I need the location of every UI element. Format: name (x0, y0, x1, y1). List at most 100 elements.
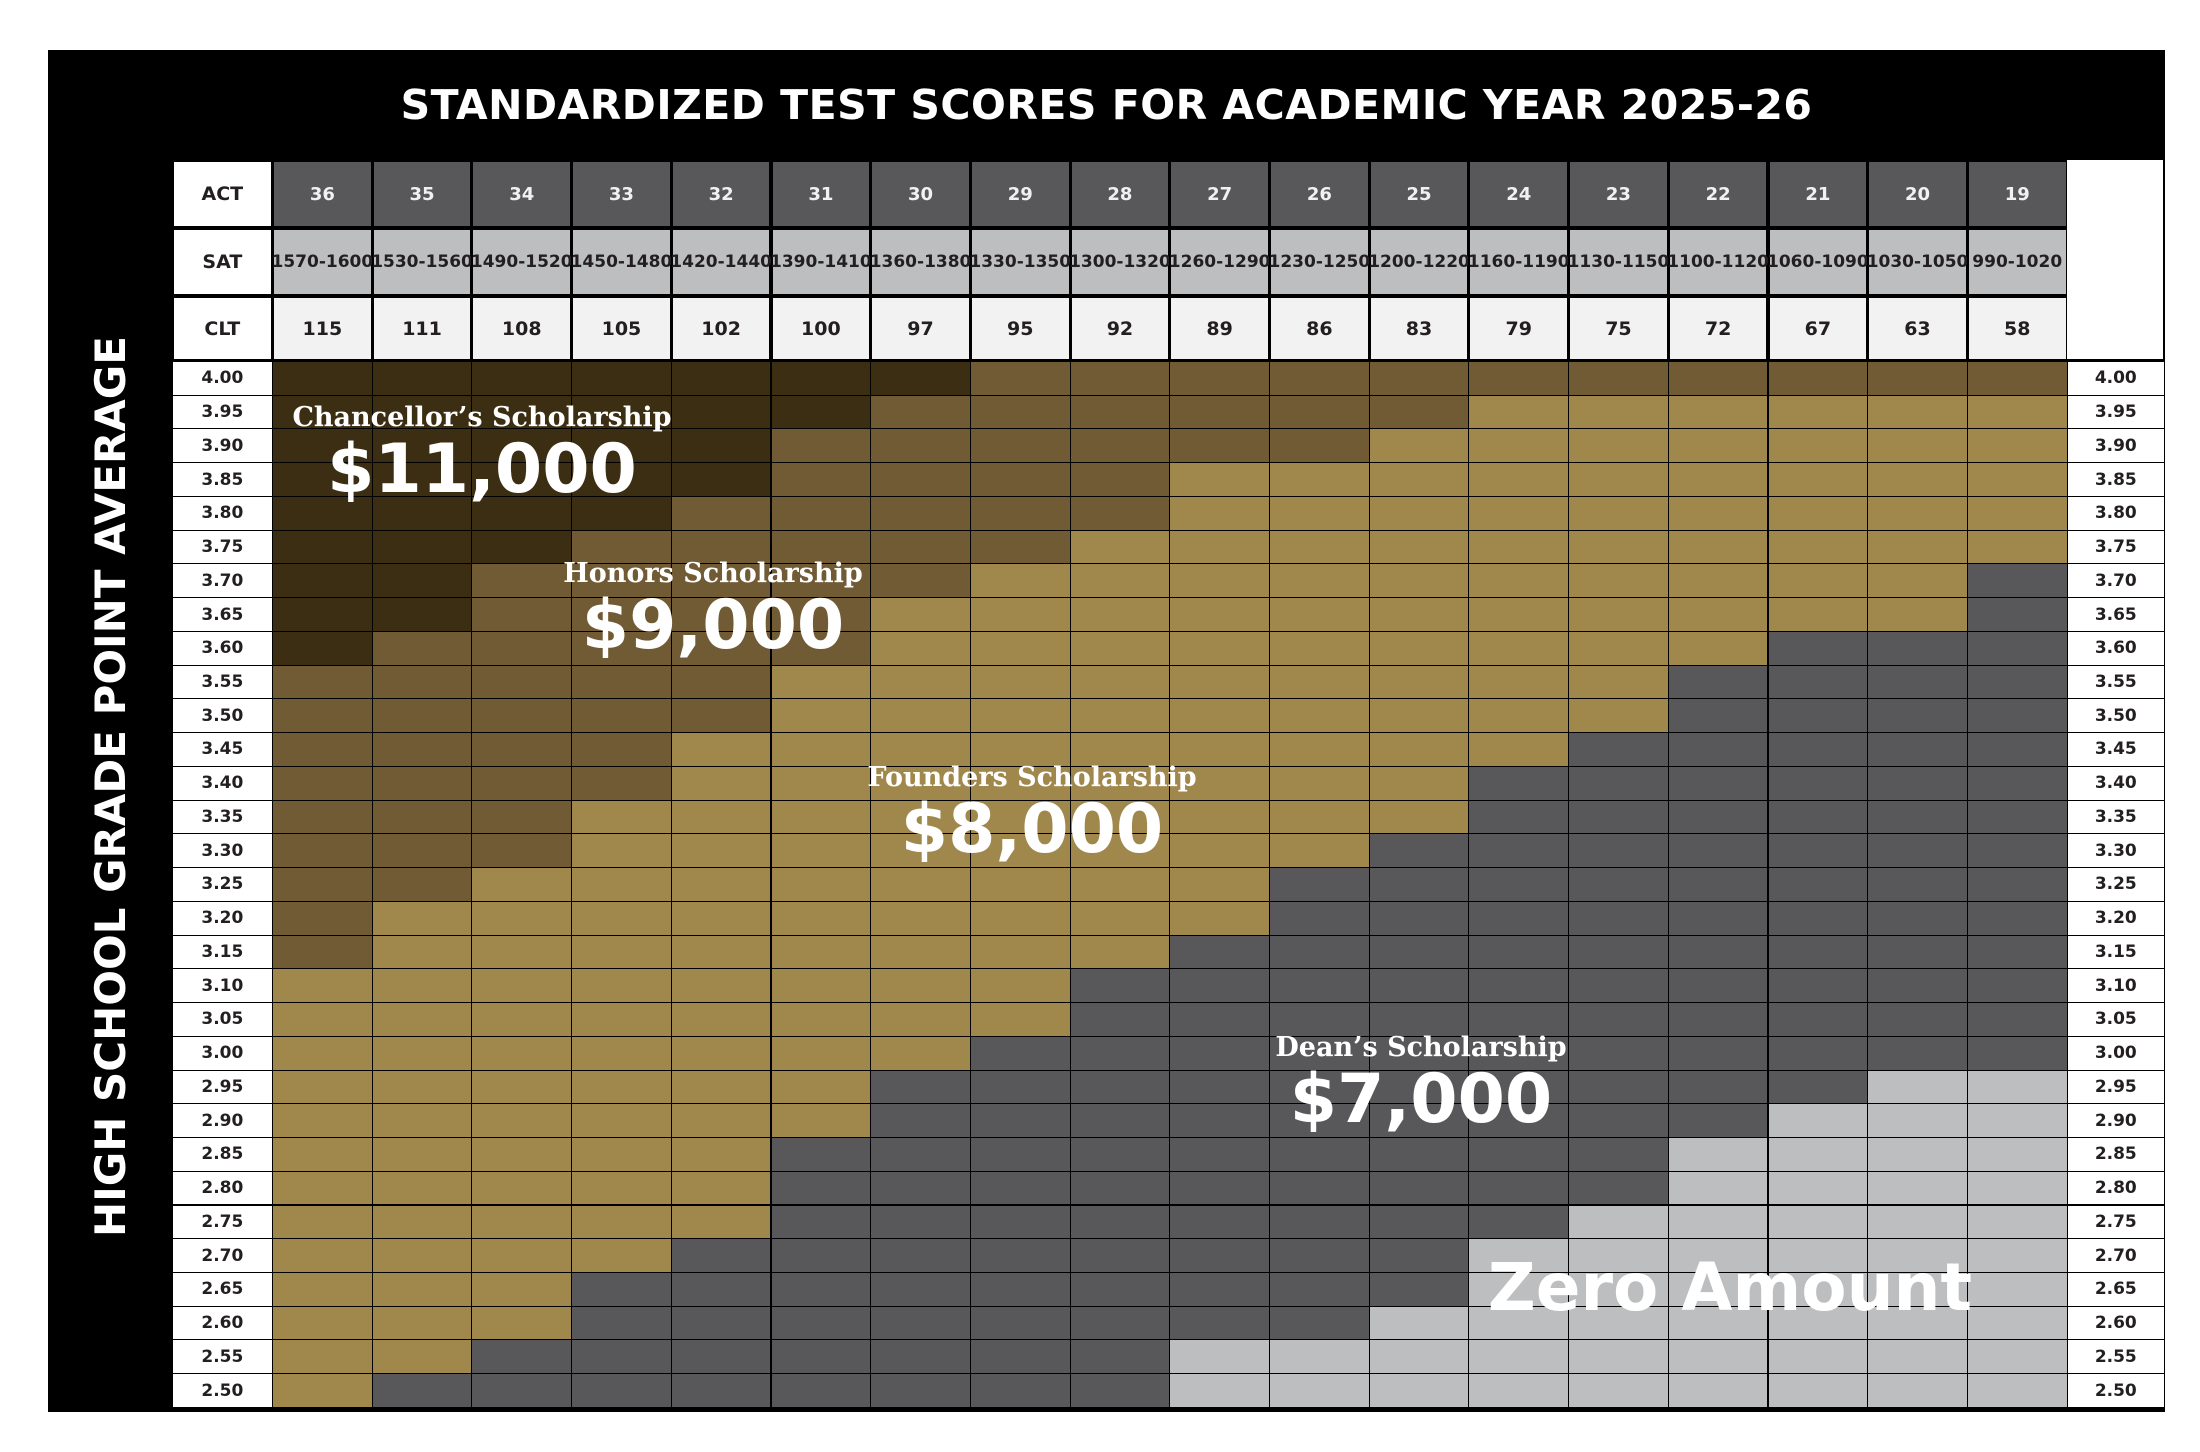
heatmap-cell (471, 1238, 573, 1273)
heatmap-cell (1468, 968, 1570, 1004)
heatmap-cell (1169, 1305, 1270, 1341)
heatmap-cell (1069, 698, 1171, 734)
gpa-label-left: 3.30 (172, 833, 273, 869)
heatmap-cell (371, 529, 473, 565)
heatmap-cell (870, 563, 971, 599)
heatmap-cell (371, 1271, 473, 1307)
gpa-label-right: 2.80 (2066, 1170, 2165, 1206)
heatmap-cell (371, 1305, 473, 1341)
heatmap-cell (870, 934, 971, 970)
heatmap-cell (1867, 1069, 1968, 1105)
heatmap-cell (1468, 664, 1570, 700)
heatmap-cell (371, 630, 473, 666)
heatmap-cell (1568, 799, 1669, 835)
clt-score: 89 (1169, 296, 1270, 361)
heatmap-cell (371, 1103, 473, 1138)
sat-range-end: 1190 (1522, 251, 1570, 272)
heatmap-cell (571, 1170, 672, 1206)
heatmap-cell (1468, 1305, 1570, 1341)
heatmap-cell (870, 1137, 971, 1172)
heatmap-cell (969, 1305, 1071, 1341)
heatmap-cell (1269, 1103, 1370, 1138)
heatmap-cell (1169, 630, 1270, 666)
sat-range-start: 1200- (1368, 251, 1423, 272)
gpa-label-right: 2.85 (2066, 1137, 2165, 1172)
heatmap-cell (870, 1204, 971, 1240)
heatmap-cell (571, 529, 672, 565)
heatmap-cell (1568, 900, 1669, 936)
sat-range: 1300- 1320 (1069, 228, 1171, 296)
gpa-label-right: 3.15 (2066, 934, 2165, 970)
heatmap-cell (1568, 361, 1669, 396)
sat-range-start: 1060- (1767, 251, 1822, 272)
heatmap-cell (272, 1339, 373, 1375)
heatmap-cell (1169, 833, 1270, 869)
heatmap-cell (471, 968, 573, 1004)
heatmap-cell (1966, 1170, 2068, 1206)
heatmap-cell (1767, 867, 1869, 902)
heatmap-cell (1269, 1238, 1370, 1273)
heatmap-cell (870, 428, 971, 464)
heatmap-cell (1468, 867, 1570, 902)
heatmap-cell (272, 495, 373, 531)
heatmap-cell (1667, 833, 1769, 869)
heatmap-cell (969, 1204, 1071, 1240)
heatmap-cell (471, 428, 573, 464)
gpa-label-right: 3.40 (2066, 765, 2165, 801)
heatmap-cell (471, 529, 573, 565)
heatmap-cell (1468, 1373, 1570, 1408)
heatmap-cell (471, 698, 573, 734)
heatmap-cell (1867, 765, 1968, 801)
heatmap-cell (1867, 1271, 1968, 1307)
heatmap-cell (1867, 1103, 1968, 1138)
heatmap-cell (272, 597, 373, 632)
heatmap-cell (670, 597, 772, 632)
gpa-label-right: 3.35 (2066, 799, 2165, 835)
heatmap-cell (471, 394, 573, 430)
heatmap-cell (272, 799, 373, 835)
heatmap-cell (272, 765, 373, 801)
heatmap-cell (1269, 900, 1370, 936)
gpa-label-left: 3.15 (172, 934, 273, 970)
act-score: 19 (1966, 160, 2068, 228)
clt-score: 63 (1867, 296, 1968, 361)
heatmap-cell (670, 462, 772, 497)
heatmap-cell (1368, 495, 1470, 531)
sat-range-end: 1220 (1422, 251, 1470, 272)
gpa-label-left: 3.90 (172, 428, 273, 464)
sat-range: 1390- 1410 (770, 228, 872, 296)
clt-score: 97 (870, 296, 971, 361)
clt-score: 111 (371, 296, 473, 361)
heatmap-cell (1269, 529, 1370, 565)
heatmap-cell (1269, 630, 1370, 666)
heatmap-cell (1767, 1137, 1869, 1172)
gpa-label-left: 3.35 (172, 799, 273, 835)
heatmap-cell (371, 900, 473, 936)
act-score: 25 (1368, 160, 1470, 228)
heatmap-cell (371, 462, 473, 497)
heatmap-cell (969, 1035, 1071, 1071)
heatmap-cell (272, 1305, 373, 1341)
heatmap-cell (969, 833, 1071, 869)
heatmap-cell (1767, 630, 1869, 666)
heatmap-cell (1966, 765, 2068, 801)
heatmap-cell (1468, 462, 1570, 497)
heatmap-cell (1667, 732, 1769, 767)
sat-range-start: 990- (1972, 251, 2015, 272)
heatmap-cell (670, 867, 772, 902)
heatmap-cell (1767, 1103, 1869, 1138)
heatmap-cell (571, 799, 672, 835)
gpa-label-left: 3.00 (172, 1035, 273, 1071)
heatmap-cell (471, 1373, 573, 1408)
heatmap-cell (1568, 495, 1669, 531)
heatmap-cell (1069, 1170, 1171, 1206)
heatmap-cell (1568, 968, 1669, 1004)
heatmap-cell (272, 529, 373, 565)
heatmap-cell (1867, 529, 1968, 565)
heatmap-cell (1767, 698, 1869, 734)
act-score: 35 (371, 160, 473, 228)
heatmap-cell (1368, 1339, 1470, 1375)
heatmap-cell (571, 765, 672, 801)
heatmap-cell (371, 867, 473, 902)
heatmap-cell (571, 394, 672, 430)
